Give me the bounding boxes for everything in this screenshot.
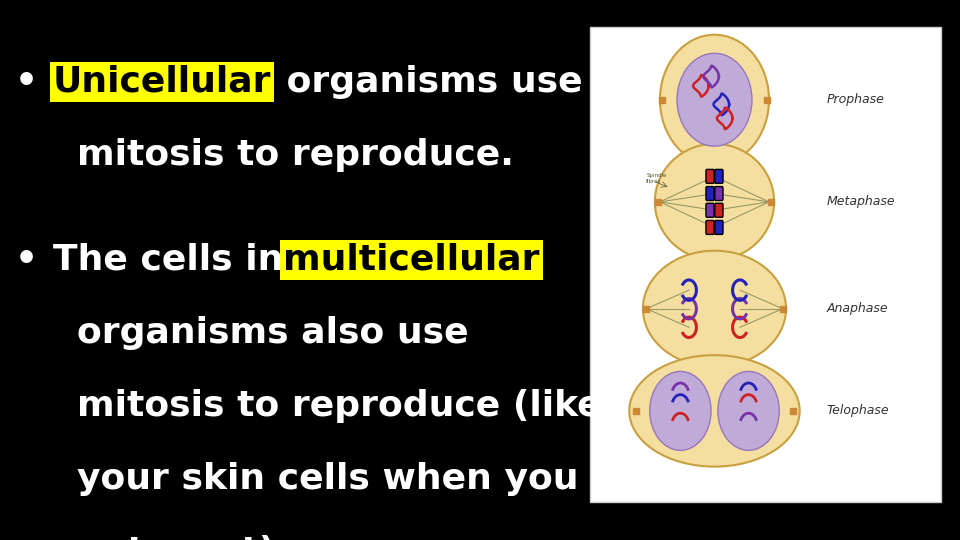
Ellipse shape xyxy=(660,35,769,165)
Text: •: • xyxy=(14,65,37,99)
Text: The cells in: The cells in xyxy=(53,243,296,277)
Text: Prophase: Prophase xyxy=(827,93,885,106)
Ellipse shape xyxy=(643,251,786,367)
Ellipse shape xyxy=(718,372,780,450)
Text: •: • xyxy=(14,243,37,277)
FancyBboxPatch shape xyxy=(706,170,714,184)
FancyBboxPatch shape xyxy=(715,170,723,184)
Text: mitosis to reproduce.: mitosis to reproduce. xyxy=(77,138,514,172)
Ellipse shape xyxy=(655,144,774,260)
FancyBboxPatch shape xyxy=(706,203,714,217)
Ellipse shape xyxy=(650,372,711,450)
Text: Spindle
fibres: Spindle fibres xyxy=(646,173,666,184)
Ellipse shape xyxy=(630,355,800,467)
Text: get a cut).: get a cut). xyxy=(77,535,289,540)
FancyBboxPatch shape xyxy=(715,203,723,217)
Text: mitosis to reproduce (like: mitosis to reproduce (like xyxy=(77,389,601,423)
Text: your skin cells when you: your skin cells when you xyxy=(77,462,578,496)
Text: Telophase: Telophase xyxy=(827,404,890,417)
FancyBboxPatch shape xyxy=(706,220,714,234)
FancyBboxPatch shape xyxy=(590,27,941,502)
FancyBboxPatch shape xyxy=(715,220,723,234)
Text: Metaphase: Metaphase xyxy=(827,195,896,208)
Text: Unicellular: Unicellular xyxy=(53,65,272,99)
FancyBboxPatch shape xyxy=(715,187,723,200)
Ellipse shape xyxy=(677,53,752,146)
Text: multicellular: multicellular xyxy=(283,243,540,277)
Text: organisms also use: organisms also use xyxy=(77,316,468,350)
Text: organisms use: organisms use xyxy=(274,65,582,99)
Text: Anaphase: Anaphase xyxy=(827,302,889,315)
FancyBboxPatch shape xyxy=(706,187,714,200)
